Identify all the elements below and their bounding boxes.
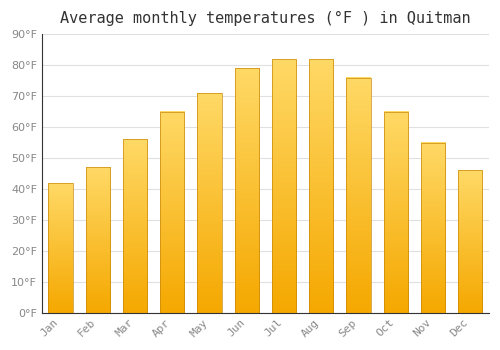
Title: Average monthly temperatures (°F ) in Quitman: Average monthly temperatures (°F ) in Qu… (60, 11, 470, 26)
Bar (123, 139, 147, 313)
Bar (234, 68, 259, 313)
Bar (346, 78, 370, 313)
Bar (48, 183, 72, 313)
Bar (160, 112, 184, 313)
Bar (272, 59, 296, 313)
Bar (86, 167, 110, 313)
Bar (384, 112, 408, 313)
Bar (198, 93, 222, 313)
Bar (458, 170, 482, 313)
Bar (309, 59, 334, 313)
Bar (421, 142, 445, 313)
